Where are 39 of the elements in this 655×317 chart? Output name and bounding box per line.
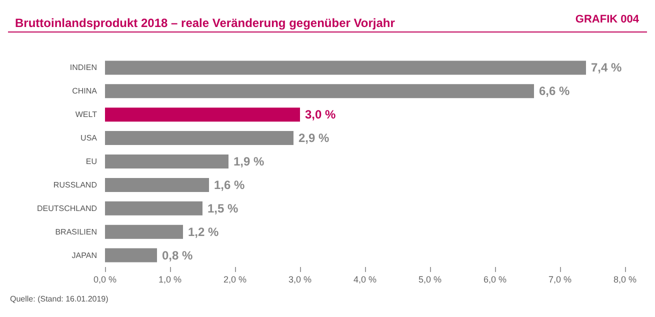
y-tick-label: DEUTSCHLAND bbox=[36, 204, 98, 213]
bar bbox=[105, 224, 183, 239]
source-note: Quelle: (Stand: 16.01.2019) bbox=[10, 294, 109, 304]
x-tick-label: 4,0 % bbox=[353, 274, 377, 284]
x-tick-label: 1,0 % bbox=[158, 274, 182, 284]
y-tick-label: WELT bbox=[75, 110, 98, 120]
y-tick-label: RUSSLAND bbox=[53, 180, 98, 190]
bar bbox=[105, 154, 228, 168]
y-tick-label: INDIEN bbox=[70, 63, 98, 72]
text: GRAFIK 004 bbox=[575, 14, 640, 26]
x-tick-label: 6,0 % bbox=[483, 274, 507, 284]
bar bbox=[105, 178, 209, 192]
x-tick-label: 2,0 % bbox=[223, 274, 247, 284]
data-label: 2,9 % bbox=[298, 131, 330, 146]
y-tick-label: USA bbox=[80, 134, 98, 143]
data-label: 1,5 % bbox=[208, 201, 239, 216]
bar bbox=[105, 60, 586, 75]
data-label: 0,8 % bbox=[162, 248, 194, 262]
data-label: 7,4 % bbox=[591, 60, 622, 75]
x-tick-label: 3,0 % bbox=[288, 274, 312, 284]
y-tick-label: CHINA bbox=[72, 86, 98, 96]
data-label: 3,0 % bbox=[305, 108, 336, 122]
data-label: 1,6 % bbox=[214, 178, 246, 192]
x-tick-label: 7,0 % bbox=[548, 274, 572, 284]
x-tick-label: 0,0 % bbox=[93, 274, 117, 284]
bar bbox=[105, 201, 202, 216]
bar bbox=[105, 84, 534, 98]
chart-title: Bruttoinlandsprodukt 2018 – reale Veränderung gegenüber Vorjahr bbox=[15, 16, 396, 30]
y-tick-label: EU bbox=[86, 157, 98, 166]
bar bbox=[105, 248, 157, 262]
x-tick-label: 8,0 % bbox=[613, 274, 637, 284]
data-label: 6,6 % bbox=[539, 84, 570, 98]
y-tick-label: BRASILIEN bbox=[55, 227, 98, 236]
bar bbox=[105, 131, 294, 146]
x-tick-label: 5,0 % bbox=[418, 274, 442, 284]
y-tick-label: JAPAN bbox=[72, 250, 98, 260]
bar bbox=[105, 108, 300, 122]
data-label: 1,9 % bbox=[234, 154, 265, 168]
data-label: 1,2 % bbox=[188, 224, 220, 239]
